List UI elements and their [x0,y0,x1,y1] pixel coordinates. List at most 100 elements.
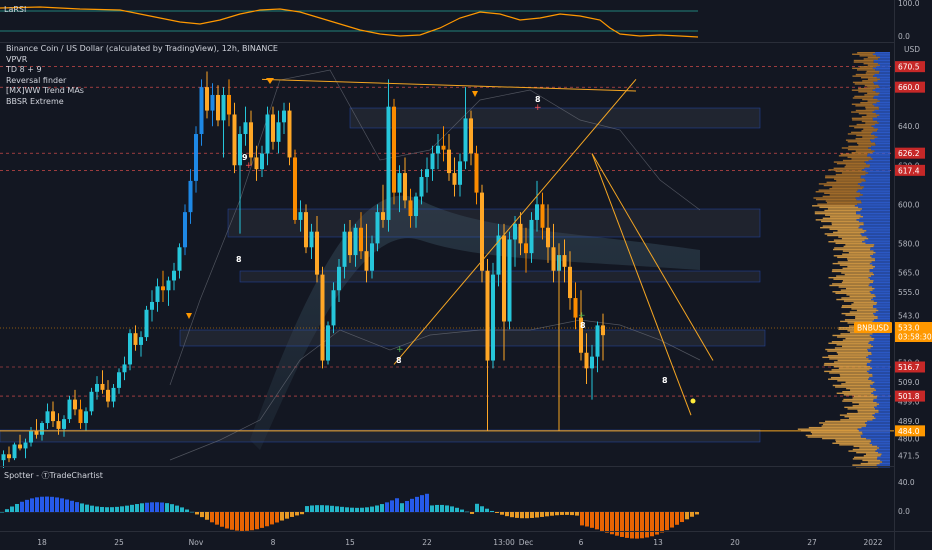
td-sequential-labels: 9 8 8 8 8 8 [236,95,668,385]
indicator-vpvr[interactable]: VPVR [6,54,28,64]
vpvr-row-buy [871,261,890,263]
vpvr-row-buy [866,425,890,427]
vpvr-row-sell [835,439,871,441]
vpvr-row-sell [867,86,880,88]
currency-label: USD [904,45,920,54]
candle-body [73,399,77,410]
x-tick-label: 13 [653,538,663,547]
x-tick-label: 13:00 [493,538,515,547]
spotter-bar [545,512,549,517]
vpvr-row-buy [878,122,890,124]
vpvr-row-sell [864,94,879,96]
indicator-reversal-finder[interactable]: Reversal finder [6,75,67,85]
x-tick-label: 25 [114,538,124,547]
candle-body [546,227,550,248]
vpvr-row-buy [871,441,890,443]
spotter-bar [15,503,19,512]
vpvr-row-buy [875,259,890,262]
candle-body [304,212,308,248]
spotter-bar [570,512,574,516]
spotter-bar [690,512,694,517]
vpvr-row-buy [861,200,890,202]
vpvr-row-buy [854,205,890,207]
vpvr-row-sell [850,389,877,391]
vpvr-row-buy [866,236,890,238]
time-axis[interactable]: 18 25 Nov 8 15 22 13:00 Dec 6 13 20 27 2022 [37,538,883,547]
spotter-bar [360,507,364,512]
candle-body [293,157,297,220]
vpvr-row-buy [860,233,890,235]
vpvr-row-buy [874,319,890,321]
vpvr-row-sell [859,66,877,68]
symbol-title[interactable]: Binance Coin / US Dollar (calculated by … [6,44,278,53]
candle-body [1,454,6,461]
vpvr-row-sell [818,189,858,191]
spotter-bar [565,512,569,515]
vpvr-row-sell [845,139,871,141]
vpvr-row-buy [874,287,890,290]
vpvr-row-buy [876,401,890,404]
vpvr-row-sell [837,261,872,263]
spotter-bar [350,507,354,512]
vpvr-row-sell [842,345,874,348]
candles [1,71,605,468]
vpvr-row-sell [849,125,872,127]
vpvr-row-sell [823,184,861,187]
vpvr-row-sell [838,367,873,369]
vpvr-row-sell [825,420,868,423]
main-chart-pane[interactable]: + + + + 9 8 8 8 8 8 [0,66,894,474]
vpvr-row-buy [869,166,890,168]
spotter-bar [35,497,39,512]
vpvr-row-sell [851,151,873,154]
vpvr-row-buy [880,459,890,462]
candle-body [392,106,396,193]
vpvr-row-buy [871,298,890,301]
vpvr-row-buy [872,444,890,446]
vpvr-row-buy [855,197,890,199]
vpvr-row-sell [830,216,864,218]
spotter-bar [475,503,479,512]
vpvr-row-sell [856,451,879,454]
candle-body [381,212,385,220]
indicator-td[interactable]: TD 8 + 9 [6,65,42,74]
vpvr-row-buy [866,162,890,165]
indicator-trend-mas[interactable]: [MX]WW Trend MAs [6,86,84,95]
vpvr-row-buy [867,348,890,351]
vpvr-row-buy [872,131,890,134]
vpvr-row-buy [870,439,890,441]
x-tick-label: Nov [189,538,204,547]
spotter-level-40: 40.0 [898,478,915,487]
candle-body [271,114,275,142]
vpvr-row-sell [854,95,874,98]
spotter-level-0: 0.0 [898,507,910,516]
vpvr-row-sell [841,306,873,309]
vpvr-row-sell [856,123,875,126]
vpvr-row-sell [836,344,872,346]
vpvr-row-sell [836,180,866,182]
vpvr-row-buy [871,351,890,354]
vpvr-row-buy [872,151,890,154]
vpvr-row-buy [877,301,890,304]
vpvr-row-buy [865,180,890,182]
vpvr-row-buy [871,256,890,259]
vpvr-row-sell [853,61,874,63]
vpvr-row-buy [864,167,890,170]
vpvr-row-buy [877,395,890,398]
spotter-bar [645,512,649,538]
vpvr-row-sell [851,89,873,91]
vpvr-row-sell [812,205,855,207]
vpvr-row-buy [866,423,890,426]
vpvr-row-buy [878,309,890,312]
indicator-bbsr[interactable]: BBSR Extreme [6,96,64,106]
spotter-bar [580,512,584,526]
trendline-falling-wedge-top [591,153,714,361]
vpvr-row-sell [858,403,880,405]
spotter-bar [90,505,94,512]
vpvr-row-buy [870,347,890,349]
spotter-bar [0,512,4,513]
vpvr-row-buy [862,433,890,435]
vpvr-row-sell [855,73,875,76]
price-tag-label: 660.0 [898,83,920,92]
vpvr-row-buy [873,253,890,255]
